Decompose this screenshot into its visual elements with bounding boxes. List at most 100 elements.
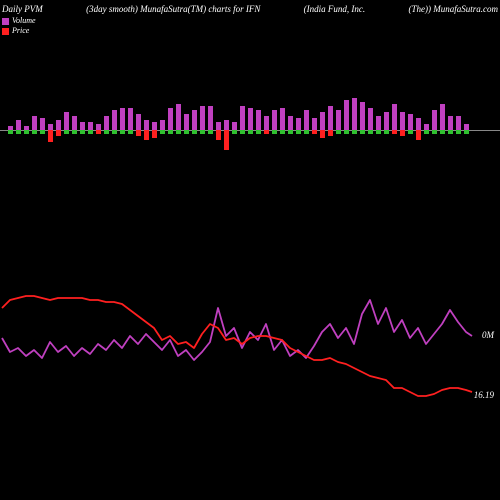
volume-bar-up: [360, 102, 365, 130]
volume-bar-down: [288, 130, 293, 134]
volume-bar-down: [144, 130, 149, 140]
volume-bar-down: [352, 130, 357, 134]
volume-bar-up: [448, 116, 453, 130]
price-svg: [0, 280, 500, 440]
volume-bar-down: [400, 130, 405, 136]
volume-bar-down: [32, 130, 37, 134]
volume-bar-up: [296, 118, 301, 130]
legend-volume: Volume: [2, 16, 498, 26]
volume-bar-down: [336, 130, 341, 134]
volume-bar-down: [88, 130, 93, 134]
volume-bar-up: [224, 120, 229, 130]
volume-bar-down: [272, 130, 277, 134]
volume-bar-down: [56, 130, 61, 136]
volume-bar-up: [16, 120, 21, 130]
volume-bar-up: [64, 112, 69, 130]
volume-bar-down: [384, 130, 389, 134]
header-center-left: (3day smooth) MunafaSutra(TM) charts for…: [86, 4, 260, 14]
volume-bar-up: [400, 112, 405, 130]
volume-bar-up: [352, 98, 357, 130]
volume-bar-up: [56, 120, 61, 130]
volume-bar-down: [224, 130, 229, 150]
volume-bar-up: [120, 108, 125, 130]
volume-bar-up: [72, 116, 77, 130]
volume-bar-up: [328, 106, 333, 130]
volume-bar-down: [256, 130, 261, 134]
volume-bar-down: [320, 130, 325, 138]
price-axis-label: 16.19: [474, 390, 494, 400]
legend-price: Price: [2, 26, 498, 36]
volume-bar-up: [104, 116, 109, 130]
legend: Volume Price: [0, 14, 500, 36]
volume-bar-up: [344, 100, 349, 130]
volume-bar-down: [104, 130, 109, 134]
price-line: [2, 296, 472, 396]
swatch-volume: [2, 18, 9, 25]
volume-bar-down: [416, 130, 421, 140]
volume-bar-down: [392, 130, 397, 134]
volume-bar-up: [456, 116, 461, 130]
volume-bar-down: [40, 130, 45, 134]
volume-bar-down: [360, 130, 365, 134]
volume-bar-up: [128, 108, 133, 130]
volume-bar-up: [416, 118, 421, 130]
volume-line: [2, 300, 472, 360]
volume-bar-down: [136, 130, 141, 136]
volume-bar-up: [392, 104, 397, 130]
volume-bar-up: [272, 110, 277, 130]
legend-price-label: Price: [12, 26, 29, 36]
volume-bar-up: [336, 110, 341, 130]
volume-bar-up: [32, 116, 37, 130]
volume-bar-down: [8, 130, 13, 134]
volume-bar-up: [208, 106, 213, 130]
volume-bar-down: [152, 130, 157, 138]
volume-bar-down: [48, 130, 53, 142]
volume-bar-up: [80, 122, 85, 130]
volume-bar-up: [384, 112, 389, 130]
volume-bar-up: [216, 122, 221, 130]
volume-bar-down: [312, 130, 317, 134]
volume-bar-down: [456, 130, 461, 134]
volume-bar-down: [112, 130, 117, 134]
volume-bar-up: [432, 110, 437, 130]
volume-bar-down: [232, 130, 237, 134]
volume-bar-up: [368, 108, 373, 130]
volume-bar-down: [24, 130, 29, 134]
volume-bar-up: [152, 122, 157, 130]
volume-bar-down: [120, 130, 125, 134]
volume-bar-up: [248, 108, 253, 130]
volume-bar-up: [256, 110, 261, 130]
volume-bar-up: [288, 116, 293, 130]
volume-bar-down: [168, 130, 173, 134]
volume-bar-down: [264, 130, 269, 134]
volume-bar-up: [88, 122, 93, 130]
header-center-right: (India Fund, Inc.: [304, 4, 365, 14]
volume-bar-down: [96, 130, 101, 134]
volume-bar-up: [408, 114, 413, 130]
volume-bar-down: [216, 130, 221, 140]
volume-axis-label: 0M: [482, 330, 494, 340]
header-left: Daily PVM: [2, 4, 43, 14]
volume-bar-up: [240, 106, 245, 130]
header-right: (The)) MunafaSutra.com: [408, 4, 498, 14]
volume-bar-down: [176, 130, 181, 134]
volume-bar-down: [464, 130, 469, 134]
volume-bar-up: [232, 122, 237, 130]
volume-bar-up: [264, 116, 269, 130]
volume-bar-down: [280, 130, 285, 134]
volume-bar-down: [376, 130, 381, 134]
volume-bar-down: [160, 130, 165, 134]
volume-bar-down: [304, 130, 309, 134]
volume-bar-up: [184, 114, 189, 130]
volume-bar-up: [304, 110, 309, 130]
volume-bar-up: [440, 104, 445, 130]
volume-bar-up: [192, 110, 197, 130]
volume-bar-down: [192, 130, 197, 134]
volume-bar-up: [160, 120, 165, 130]
volume-bar-down: [16, 130, 21, 134]
volume-bar-down: [64, 130, 69, 134]
volume-bar-down: [208, 130, 213, 134]
header-row: Daily PVM (3day smooth) MunafaSutra(TM) …: [0, 0, 500, 14]
volume-bar-down: [184, 130, 189, 134]
volume-bar-down: [296, 130, 301, 134]
